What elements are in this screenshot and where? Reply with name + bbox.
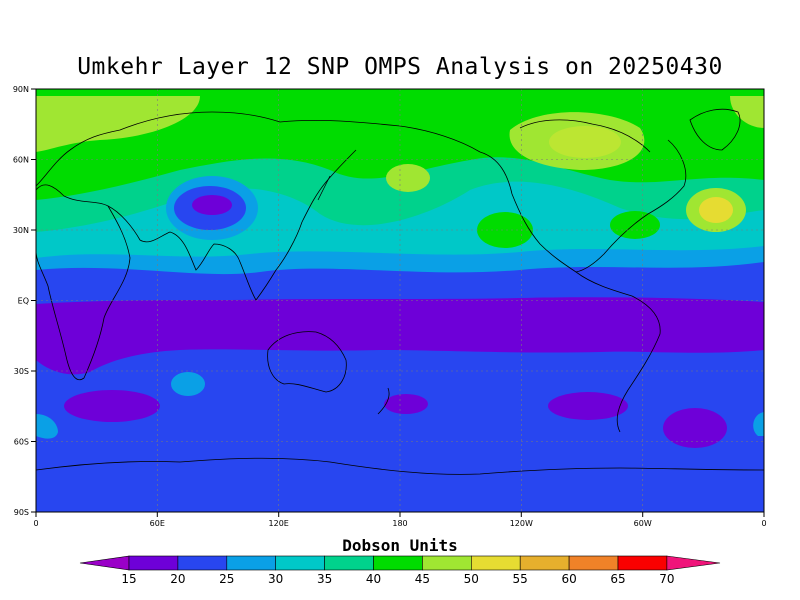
lon-label-120e: 120E — [269, 519, 289, 528]
coast-n-america — [479, 139, 687, 273]
colorbar-tick-30: 30 — [268, 572, 283, 586]
colorbar-swatch-25 — [226, 555, 277, 571]
colorbar-swatch-50 — [470, 555, 521, 571]
colorbar-swatch-45 — [422, 555, 472, 571]
colorbar-tick-15: 15 — [121, 572, 136, 586]
colorbar-tick-25: 25 — [219, 572, 234, 586]
lat-label-90n: 90N — [13, 85, 29, 94]
colorbar-swatch-65 — [617, 555, 668, 571]
colorbar-tick-60: 60 — [561, 572, 576, 586]
lat-label-eq: EQ — [18, 297, 29, 306]
lat-labels: 90N 60N 30N EQ 30S 60S 90S — [13, 85, 29, 517]
colorbar-tick-65: 65 — [610, 572, 625, 586]
field-arctic-45 — [36, 96, 200, 152]
colorbar-swatch-35 — [324, 555, 374, 571]
coast-arctic-canada — [519, 119, 651, 153]
colorbar: 15 20 25 30 35 40 45 50 55 60 65 70 — [79, 555, 721, 586]
colorbar-tick-45: 45 — [415, 572, 430, 586]
tick-marks — [31, 88, 765, 517]
colorbar-arrow-low — [79, 555, 130, 571]
colorbar-swatch-40 — [373, 555, 423, 571]
lon-label-60w: 60W — [634, 519, 652, 528]
lon-label-0-right: 0 — [761, 519, 766, 528]
field-edge-30 — [36, 414, 58, 439]
lon-label-180: 180 — [392, 519, 407, 528]
colorbar-tick-20: 20 — [170, 572, 185, 586]
coast-greenland — [689, 108, 741, 151]
lat-label-60s: 60S — [14, 438, 29, 447]
coast-africa — [36, 184, 131, 381]
field-atlantic-50 — [699, 197, 733, 223]
colorbar-tick-55: 55 — [513, 572, 528, 586]
coast-japan — [317, 175, 331, 201]
field-satl-low — [663, 408, 727, 448]
colorbar-swatch-15 — [128, 555, 179, 571]
colorbar-tick-70: 70 — [659, 572, 674, 586]
lat-label-90s: 90S — [14, 508, 29, 517]
graticule — [36, 89, 764, 512]
coast-antarctica — [36, 457, 764, 475]
chart-title: Umkehr Layer 12 SNP OMPS Analysis on 202… — [77, 54, 723, 80]
lat-label-30n: 30N — [13, 226, 29, 235]
colorbar-tick-40: 40 — [366, 572, 381, 586]
field-arctic-45c — [730, 96, 764, 128]
colorbar-swatch-60 — [568, 555, 619, 571]
field-africa-low — [64, 390, 160, 422]
lon-labels: 0 60E 120E 180 120W 60W 0 — [33, 519, 766, 528]
field-pacific-45 — [386, 164, 430, 192]
coast-s-america — [575, 271, 661, 433]
colorbar-label: Dobson Units — [342, 536, 458, 555]
field-greenland-50 — [549, 126, 621, 158]
field-io-30 — [171, 372, 205, 396]
colorbar-tick-35: 35 — [317, 572, 332, 586]
coast-nz — [377, 387, 390, 415]
field-edge-30b — [753, 412, 764, 436]
colorbar-swatch-30 — [275, 555, 325, 571]
lon-label-60e: 60E — [150, 519, 165, 528]
coast-arabia-india — [107, 205, 241, 271]
coast-australia — [267, 331, 347, 393]
coastlines — [36, 108, 764, 475]
lat-label-30s: 30S — [14, 367, 29, 376]
field-tasman-low — [384, 394, 428, 414]
colorbar-tick-50: 50 — [464, 572, 479, 586]
field-atlantic-40 — [610, 211, 660, 239]
lat-label-60n: 60N — [13, 156, 29, 165]
field-sa-low — [548, 392, 628, 420]
field-asia-low-20 — [192, 195, 232, 215]
coast-europe — [36, 111, 281, 187]
lon-label-120w: 120W — [510, 519, 533, 528]
colorbar-swatch-55 — [519, 555, 570, 571]
colorbar-arrow-high — [666, 555, 721, 571]
field-pacific-40 — [477, 212, 533, 248]
colorbar-swatch-20 — [177, 555, 228, 571]
lon-label-0-left: 0 — [33, 519, 38, 528]
